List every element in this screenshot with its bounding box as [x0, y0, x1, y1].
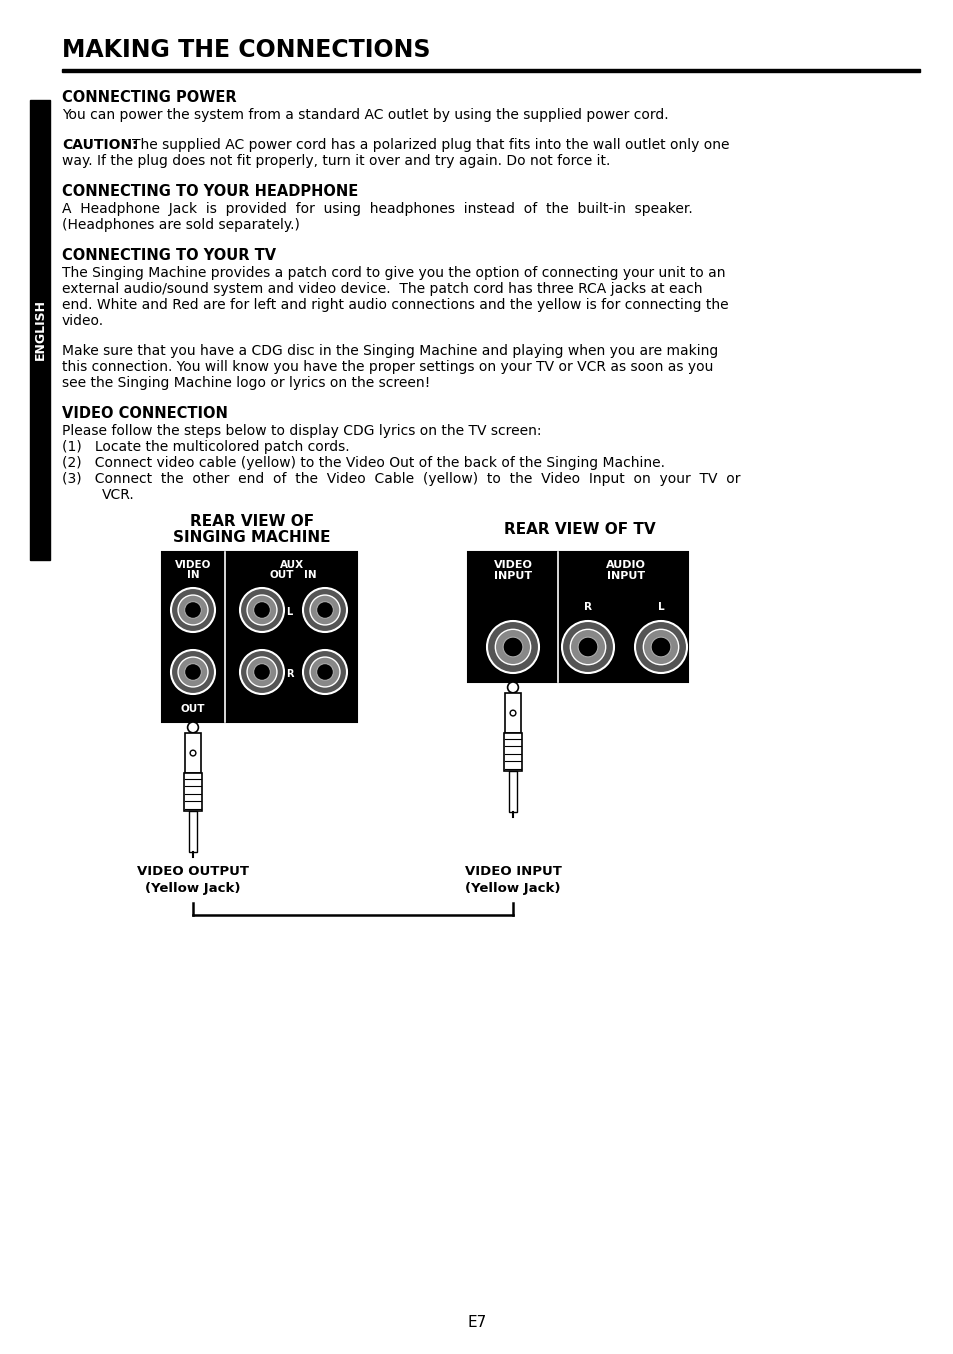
Text: VIDEO: VIDEO: [493, 561, 532, 570]
Text: end. White and Red are for left and right audio connections and the yellow is fo: end. White and Red are for left and righ…: [62, 298, 728, 311]
Text: L: L: [657, 603, 663, 612]
Bar: [504, 693, 520, 734]
Circle shape: [651, 638, 670, 657]
Text: VIDEO CONNECTION: VIDEO CONNECTION: [62, 406, 228, 421]
Text: CONNECTING TO YOUR HEADPHONE: CONNECTING TO YOUR HEADPHONE: [62, 184, 358, 199]
Circle shape: [190, 750, 195, 756]
Bar: [162, 552, 356, 722]
Circle shape: [188, 722, 198, 733]
Text: way. If the plug does not fit properly, turn it over and try again. Do not force: way. If the plug does not fit properly, …: [62, 154, 610, 168]
Circle shape: [240, 650, 284, 695]
Text: (2)   Connect video cable (yellow) to the Video Out of the back of the Singing M: (2) Connect video cable (yellow) to the …: [62, 456, 664, 470]
Circle shape: [310, 594, 339, 626]
Circle shape: [185, 601, 201, 619]
Text: The Singing Machine provides a patch cord to give you the option of connecting y: The Singing Machine provides a patch cor…: [62, 265, 724, 280]
Text: VIDEO OUTPUT
(Yellow Jack): VIDEO OUTPUT (Yellow Jack): [137, 865, 249, 895]
Circle shape: [178, 657, 208, 686]
Text: (1)   Locate the multicolored patch cords.: (1) Locate the multicolored patch cords.: [62, 440, 349, 454]
Text: IN: IN: [303, 570, 316, 580]
Circle shape: [635, 621, 686, 673]
Text: MAKING THE CONNECTIONS: MAKING THE CONNECTIONS: [62, 38, 430, 62]
Circle shape: [310, 657, 339, 686]
Circle shape: [247, 657, 276, 686]
Text: see the Singing Machine logo or lyrics on the screen!: see the Singing Machine logo or lyrics o…: [62, 376, 430, 390]
Text: VIDEO: VIDEO: [174, 561, 211, 570]
Text: video.: video.: [62, 314, 104, 328]
Text: AUDIO: AUDIO: [605, 561, 645, 570]
Text: OUT: OUT: [180, 704, 205, 714]
Text: Make sure that you have a CDG disc in the Singing Machine and playing when you a: Make sure that you have a CDG disc in th…: [62, 344, 718, 357]
Bar: [468, 552, 687, 682]
Circle shape: [247, 594, 276, 626]
Bar: [185, 733, 201, 773]
Text: this connection. You will know you have the proper settings on your TV or VCR as: this connection. You will know you have …: [62, 360, 713, 374]
Text: A  Headphone  Jack  is  provided  for  using  headphones  instead  of  the  buil: A Headphone Jack is provided for using h…: [62, 202, 692, 217]
Text: CONNECTING POWER: CONNECTING POWER: [62, 89, 236, 106]
Bar: [509, 770, 517, 811]
Circle shape: [510, 709, 516, 716]
Bar: [503, 734, 521, 770]
Bar: [30, 100, 50, 561]
Circle shape: [171, 650, 214, 695]
Text: OUT: OUT: [270, 570, 294, 580]
Circle shape: [561, 621, 614, 673]
Circle shape: [570, 630, 605, 665]
Text: REAR VIEW OF: REAR VIEW OF: [190, 515, 314, 529]
Text: SINGING MACHINE: SINGING MACHINE: [173, 529, 331, 546]
Circle shape: [578, 638, 598, 657]
Circle shape: [495, 630, 530, 665]
Text: ENGLISH: ENGLISH: [33, 299, 47, 360]
Text: E7: E7: [467, 1315, 486, 1330]
Text: L: L: [286, 607, 293, 617]
Text: CONNECTING TO YOUR TV: CONNECTING TO YOUR TV: [62, 248, 275, 263]
Text: REAR VIEW OF TV: REAR VIEW OF TV: [503, 523, 655, 538]
Circle shape: [171, 588, 214, 632]
Circle shape: [507, 682, 517, 693]
Text: (3)   Connect  the  other  end  of  the  Video  Cable  (yellow)  to  the  Video : (3) Connect the other end of the Video C…: [62, 473, 740, 486]
Text: INPUT: INPUT: [606, 571, 644, 581]
Circle shape: [253, 601, 270, 619]
Text: Please follow the steps below to display CDG lyrics on the TV screen:: Please follow the steps below to display…: [62, 424, 541, 437]
Text: AUX: AUX: [279, 561, 304, 570]
Bar: [184, 773, 202, 811]
Circle shape: [240, 588, 284, 632]
Text: R: R: [583, 603, 592, 612]
Circle shape: [642, 630, 678, 665]
Circle shape: [303, 588, 347, 632]
Circle shape: [178, 594, 208, 626]
Circle shape: [303, 650, 347, 695]
Text: IN: IN: [187, 570, 199, 580]
Circle shape: [185, 663, 201, 680]
Text: You can power the system from a standard AC outlet by using the supplied power c: You can power the system from a standard…: [62, 108, 668, 122]
Text: R: R: [286, 669, 293, 678]
Bar: [62, 69, 919, 72]
Text: external audio/sound system and video device.  The patch cord has three RCA jack: external audio/sound system and video de…: [62, 282, 701, 297]
Text: INPUT: INPUT: [494, 571, 532, 581]
Circle shape: [316, 663, 333, 680]
Circle shape: [486, 621, 538, 673]
Circle shape: [253, 663, 270, 680]
Text: The supplied AC power cord has a polarized plug that fits into the wall outlet o: The supplied AC power cord has a polariz…: [132, 138, 729, 152]
Circle shape: [316, 601, 333, 619]
Text: (Headphones are sold separately.): (Headphones are sold separately.): [62, 218, 299, 232]
Circle shape: [502, 638, 522, 657]
Text: VIDEO INPUT
(Yellow Jack): VIDEO INPUT (Yellow Jack): [464, 865, 561, 895]
Bar: [189, 811, 196, 852]
Text: CAUTION:: CAUTION:: [62, 138, 137, 152]
Text: VCR.: VCR.: [102, 487, 134, 502]
